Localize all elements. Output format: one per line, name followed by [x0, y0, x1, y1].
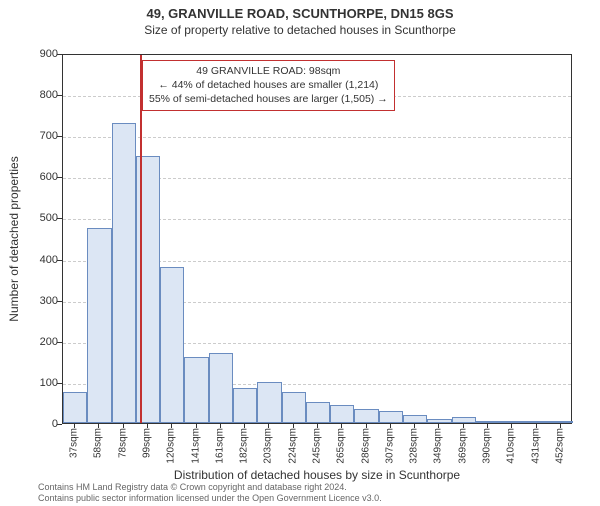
- title-sub: Size of property relative to detached ho…: [0, 23, 600, 37]
- histogram-bar: [233, 388, 257, 423]
- xtick-label: 99sqm: [142, 428, 153, 458]
- x-axis-label: Distribution of detached houses by size …: [174, 468, 460, 482]
- histogram-bar: [282, 392, 306, 423]
- histogram-bar: [524, 421, 548, 423]
- xtick-label: 369sqm: [457, 428, 468, 464]
- ytick-label: 200: [18, 336, 58, 348]
- ytick-label: 600: [18, 171, 58, 183]
- xtick-label: 120sqm: [166, 428, 177, 464]
- xtick-label: 182sqm: [239, 428, 250, 464]
- ytick-mark: [57, 54, 62, 55]
- histogram-bar: [160, 267, 184, 423]
- xtick-label: 431sqm: [530, 428, 541, 464]
- histogram-bar: [403, 415, 427, 423]
- xtick-label: 161sqm: [214, 428, 225, 464]
- histogram-bar: [427, 419, 451, 423]
- ytick-label: 500: [18, 212, 58, 224]
- histogram-bar: [379, 411, 403, 423]
- histogram-bar: [500, 421, 524, 423]
- xtick-label: 286sqm: [360, 428, 371, 464]
- histogram-bar: [112, 123, 136, 423]
- footer-line1: Contains HM Land Registry data © Crown c…: [38, 482, 382, 493]
- footer-line2: Contains public sector information licen…: [38, 493, 382, 504]
- ytick-mark: [57, 342, 62, 343]
- xtick-label: 224sqm: [287, 428, 298, 464]
- annotation-line2: ← 44% of detached houses are smaller (1,…: [149, 78, 388, 92]
- xtick-label: 141sqm: [190, 428, 201, 464]
- histogram-bar: [87, 228, 111, 423]
- xtick-label: 307sqm: [384, 428, 395, 464]
- ytick-mark: [57, 218, 62, 219]
- xtick-label: 37sqm: [69, 428, 80, 458]
- ytick-mark: [57, 136, 62, 137]
- title-main: 49, GRANVILLE ROAD, SCUNTHORPE, DN15 8GS: [0, 6, 600, 21]
- histogram-bar: [257, 382, 281, 423]
- ytick-label: 400: [18, 254, 58, 266]
- xtick-label: 245sqm: [312, 428, 323, 464]
- xtick-label: 349sqm: [433, 428, 444, 464]
- ytick-label: 800: [18, 89, 58, 101]
- xtick-label: 78sqm: [117, 428, 128, 458]
- xtick-label: 328sqm: [409, 428, 420, 464]
- ytick-mark: [57, 177, 62, 178]
- chart-area: Number of detached properties 0100200300…: [62, 54, 572, 424]
- footer: Contains HM Land Registry data © Crown c…: [38, 482, 382, 505]
- histogram-bar: [63, 392, 87, 423]
- xtick-label: 452sqm: [554, 428, 565, 464]
- ytick-label: 300: [18, 295, 58, 307]
- ytick-label: 900: [18, 48, 58, 60]
- xtick-label: 203sqm: [263, 428, 274, 464]
- xtick-label: 390sqm: [482, 428, 493, 464]
- ytick-mark: [57, 383, 62, 384]
- histogram-bar: [330, 405, 354, 424]
- ytick-label: 700: [18, 130, 58, 142]
- xtick-label: 410sqm: [506, 428, 517, 464]
- annotation-line3: 55% of semi-detached houses are larger (…: [149, 92, 388, 106]
- ytick-mark: [57, 424, 62, 425]
- histogram-bar: [452, 417, 476, 423]
- histogram-bar: [209, 353, 233, 423]
- xtick-label: 265sqm: [336, 428, 347, 464]
- ytick-mark: [57, 260, 62, 261]
- histogram-bar: [184, 357, 208, 423]
- histogram-bar: [306, 402, 330, 423]
- xtick-label: 58sqm: [93, 428, 104, 458]
- annotation-box: 49 GRANVILLE ROAD: 98sqm ← 44% of detach…: [142, 60, 395, 111]
- ytick-mark: [57, 301, 62, 302]
- histogram-bar: [354, 409, 378, 423]
- ytick-label: 100: [18, 377, 58, 389]
- ytick-label: 0: [18, 418, 58, 430]
- histogram-bar: [549, 421, 573, 423]
- ytick-mark: [57, 95, 62, 96]
- annotation-line1: 49 GRANVILLE ROAD: 98sqm: [149, 64, 388, 78]
